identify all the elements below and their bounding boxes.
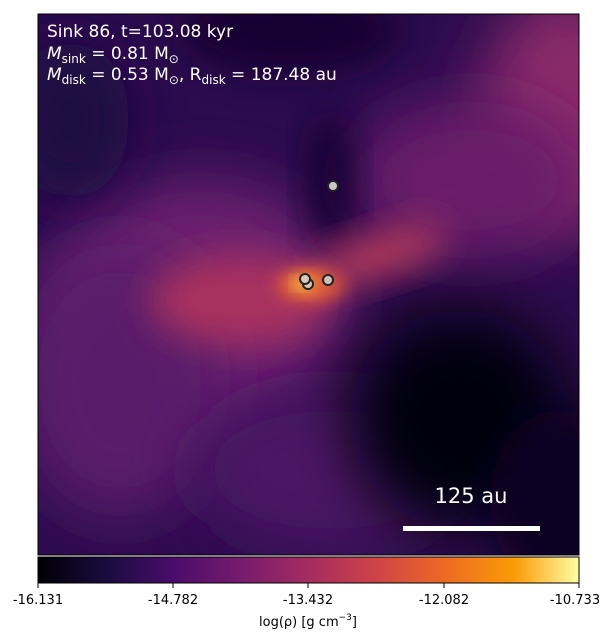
- colorbar-ticks: [37, 583, 580, 588]
- disk-info-line: Mdisk = 0.53 M⊙, Rdisk = 187.48 au: [47, 65, 337, 87]
- colorbar: [37, 556, 580, 584]
- colorbar-tick-label: -13.432: [283, 593, 333, 608]
- sink-marker: [322, 274, 334, 286]
- sink-mass-line: Msink = 0.81 M⊙: [47, 44, 179, 66]
- colorbar-label: log(ρ) [g cm−3]: [259, 613, 357, 630]
- colorbar-tick-label: -16.131: [13, 593, 63, 608]
- colorbar-tick-label: -10.733: [550, 593, 600, 608]
- scale-bar-label: 125 au: [435, 484, 508, 508]
- scale-bar: [403, 526, 540, 531]
- sink-marker: [327, 180, 339, 192]
- plot-frame: [37, 13, 580, 556]
- colorbar-tick-label: -14.782: [148, 593, 198, 608]
- density-map: [38, 14, 579, 555]
- colorbar-tick-label: -12.082: [419, 593, 469, 608]
- sink-info-line: Sink 86, t=103.08 kyr: [47, 22, 233, 42]
- sink-marker: [299, 273, 311, 285]
- sink-particles: [299, 180, 339, 290]
